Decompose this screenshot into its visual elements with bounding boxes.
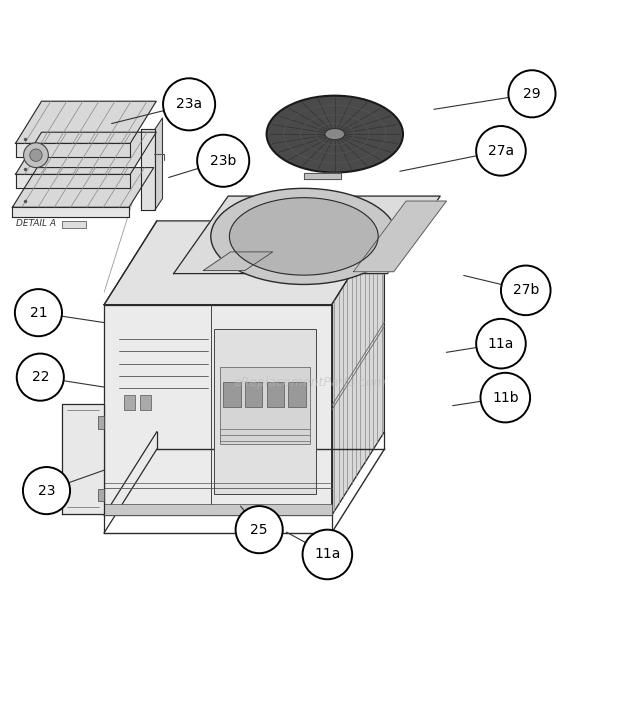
Ellipse shape <box>211 188 397 284</box>
Polygon shape <box>141 129 155 210</box>
Ellipse shape <box>267 96 403 172</box>
Bar <box>288 382 306 407</box>
Polygon shape <box>104 221 384 305</box>
Text: 23a: 23a <box>176 97 202 111</box>
Bar <box>223 382 241 407</box>
Circle shape <box>476 126 526 176</box>
Bar <box>104 505 332 515</box>
Circle shape <box>163 79 215 130</box>
Bar <box>62 221 86 228</box>
Bar <box>140 395 151 410</box>
Text: eReplacementParts.com: eReplacementParts.com <box>234 376 386 389</box>
Ellipse shape <box>229 198 378 275</box>
Polygon shape <box>12 168 154 207</box>
Polygon shape <box>332 221 384 515</box>
Text: 21: 21 <box>30 305 47 320</box>
Bar <box>220 366 310 444</box>
Circle shape <box>480 373 530 422</box>
Bar <box>98 489 104 501</box>
Bar <box>267 382 284 407</box>
Ellipse shape <box>325 129 345 140</box>
Polygon shape <box>16 174 130 188</box>
Text: 25: 25 <box>250 523 268 537</box>
Polygon shape <box>304 172 341 179</box>
Circle shape <box>508 71 556 117</box>
Circle shape <box>236 506 283 553</box>
Circle shape <box>23 467 70 514</box>
Circle shape <box>30 149 42 161</box>
Text: 11a: 11a <box>488 337 514 350</box>
Polygon shape <box>353 201 446 272</box>
Polygon shape <box>16 101 156 143</box>
Circle shape <box>17 353 64 401</box>
Text: DETAIL A: DETAIL A <box>16 220 56 228</box>
Polygon shape <box>174 196 440 273</box>
Text: 11b: 11b <box>492 390 518 405</box>
Text: 27b: 27b <box>513 284 539 297</box>
Circle shape <box>24 142 48 168</box>
Circle shape <box>501 265 551 315</box>
Polygon shape <box>12 207 129 217</box>
Text: 23b: 23b <box>210 153 236 168</box>
Polygon shape <box>16 132 156 174</box>
Circle shape <box>197 134 249 187</box>
Text: 29: 29 <box>523 87 541 101</box>
Text: 22: 22 <box>32 370 49 384</box>
Polygon shape <box>203 252 273 270</box>
Polygon shape <box>62 403 104 513</box>
Bar <box>214 329 316 494</box>
Circle shape <box>15 289 62 336</box>
Bar <box>98 416 104 429</box>
Polygon shape <box>16 143 130 157</box>
Bar <box>245 382 262 407</box>
Circle shape <box>303 530 352 579</box>
Polygon shape <box>155 118 162 210</box>
Text: 11a: 11a <box>314 547 340 561</box>
Bar <box>124 395 135 410</box>
Polygon shape <box>104 305 332 515</box>
Circle shape <box>476 319 526 369</box>
Text: 27a: 27a <box>488 144 514 158</box>
Text: 23: 23 <box>38 483 55 497</box>
